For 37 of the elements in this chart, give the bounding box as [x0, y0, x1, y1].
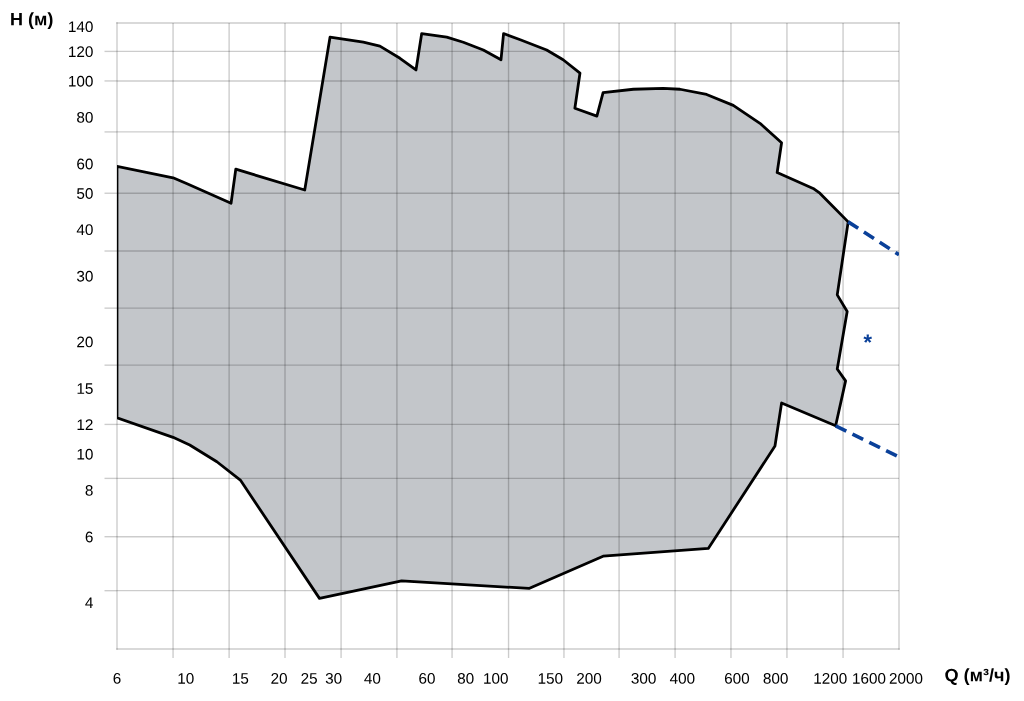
y-tick-label: 80 — [77, 111, 93, 123]
x-tick-label: 30 — [325, 673, 342, 684]
y-tick-label: 8 — [85, 484, 93, 496]
y-tick-label: 12 — [77, 419, 93, 430]
y-tick-label: 140 — [69, 21, 93, 33]
x-tick-label: 2000 — [889, 673, 923, 684]
x-tick-label: 10 — [178, 673, 194, 684]
x-tick-label: 1200 — [814, 673, 847, 684]
x-tick-label: 25 — [301, 673, 317, 684]
x-axis-title: Q (м³/ч) — [945, 668, 1010, 686]
y-tick-label: 120 — [69, 46, 93, 58]
x-tick-label: 40 — [364, 673, 381, 684]
y-axis-title: H (м) — [11, 12, 53, 30]
y-tick-label: 4 — [85, 597, 93, 608]
y-tick-label: 60 — [77, 158, 93, 170]
y-tick-label: 100 — [69, 75, 93, 87]
x-tick-label: 60 — [419, 673, 435, 684]
x-tick-label: 15 — [233, 673, 249, 684]
x-tick-label: 80 — [457, 673, 474, 684]
x-tick-label: 100 — [484, 673, 508, 684]
x-tick-label: 150 — [538, 673, 563, 684]
x-tick-label: 1600 — [853, 673, 886, 684]
y-tick-label: 40 — [76, 224, 93, 236]
x-tick-label: 400 — [669, 673, 695, 684]
y-tick-label: 30 — [76, 270, 93, 282]
y-tick-label: 15 — [77, 383, 93, 394]
x-tick-label: 6 — [113, 673, 121, 684]
y-tick-label: 20 — [77, 336, 93, 348]
x-tick-label: 20 — [271, 673, 287, 684]
x-tick-label: 600 — [724, 673, 750, 684]
annotation: * — [863, 334, 873, 343]
x-tick-label: 300 — [631, 673, 656, 684]
x-tick-label: 200 — [577, 673, 602, 684]
x-tick-label: 800 — [763, 673, 788, 684]
y-tick-label: 10 — [77, 448, 93, 460]
y-tick-label: 6 — [85, 531, 93, 543]
y-tick-label: 50 — [77, 188, 93, 199]
